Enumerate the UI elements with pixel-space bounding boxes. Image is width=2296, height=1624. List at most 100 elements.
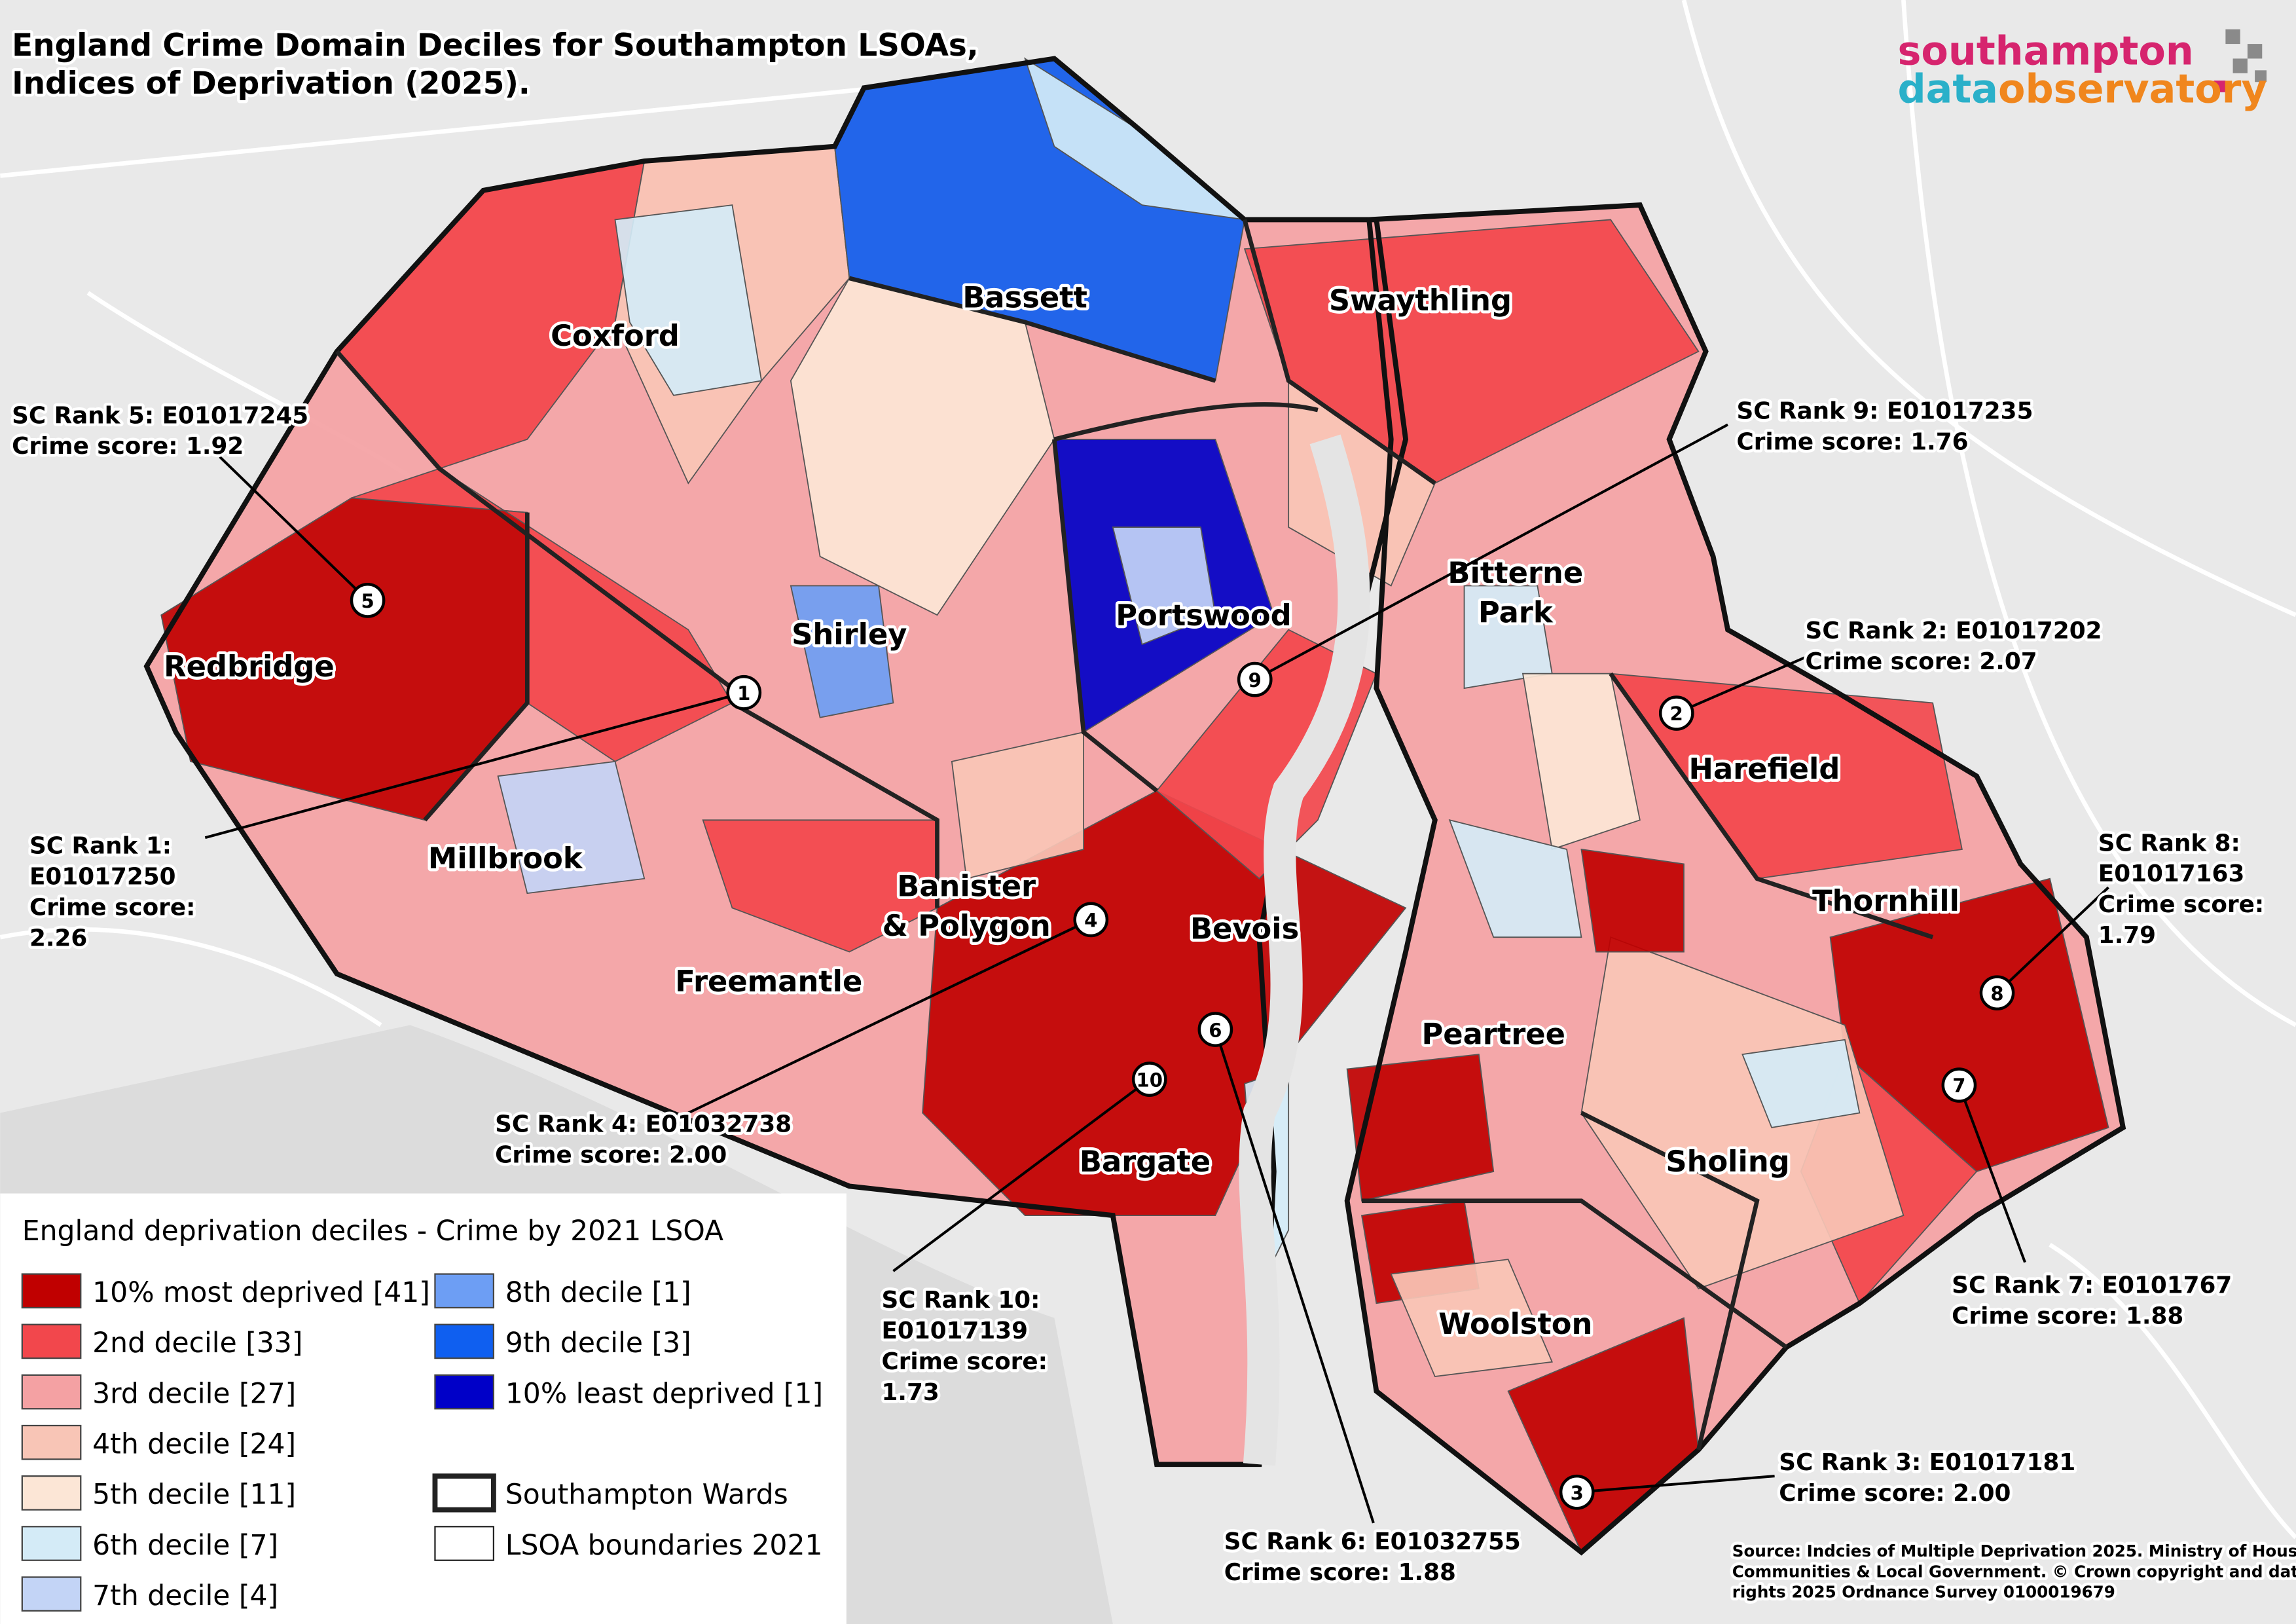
callout-text: SC Rank 3: E01017181 (1779, 1449, 2075, 1476)
ward-label: Bargate (1080, 1144, 1211, 1179)
ward-label: Portswood (1116, 598, 1291, 633)
callout-text: Crime score: 1.88 (1224, 1559, 1456, 1586)
callout-text: E01017250 (29, 864, 176, 891)
callout-text: SC Rank 6: E01032755 (1224, 1528, 1521, 1555)
ward-label: Redbridge (164, 649, 335, 684)
logo-text-part: data (1897, 67, 1998, 113)
logo-text: southampton (1897, 28, 2193, 74)
lsoa-region (1580, 848, 1685, 953)
ward-label: Swaythling (1329, 283, 1512, 318)
lsoa-region (951, 731, 1084, 879)
lsoa-region (1112, 526, 1216, 646)
legend-label: 6th decile [7] (92, 1530, 278, 1562)
legend-swatch (21, 1424, 82, 1460)
leader-line (1576, 1475, 1775, 1494)
rank-marker-label: 3 (1571, 1482, 1584, 1504)
leader-line (204, 691, 744, 840)
callout-text: SC Rank 1: (29, 833, 172, 860)
rank-marker-label: 1 (737, 682, 750, 705)
ward-label: Freemantle (675, 964, 862, 999)
rank-marker (1658, 695, 1694, 731)
leader-line (1214, 1029, 1375, 1524)
ward-label: Shirley (792, 617, 907, 652)
callout-text: SC Rank 7: E0101767 (1952, 1272, 2232, 1299)
callout-text: E01017163 (2098, 860, 2245, 887)
ward-label: Banister (897, 869, 1036, 904)
legend-swatch (21, 1273, 82, 1309)
ward-boundaries (335, 219, 1934, 1450)
callout-text: Crime score: 1.76 (1736, 429, 1968, 456)
source-note: Source: Indcies of Multiple Deprivation … (1732, 1541, 2296, 1560)
rank-marker (1559, 1474, 1595, 1510)
rank-marker (1131, 1061, 1167, 1097)
legend-label: Southampton Wards (505, 1479, 788, 1511)
legend-swatch (21, 1475, 82, 1511)
callout-text: SC Rank 8: (2098, 830, 2240, 857)
rank-marker (1979, 975, 2015, 1011)
ward-label: Millbrook (428, 841, 583, 876)
ward-label: Park (1478, 595, 1554, 629)
legend-swatch (434, 1323, 495, 1359)
callout-text: E01017139 (882, 1318, 1029, 1344)
river-itchen (1239, 434, 1370, 1466)
callout-text: Crime score: 2.00 (1779, 1480, 2011, 1507)
rank-marker-label: 4 (1084, 910, 1097, 932)
ward-label: Peartree (1422, 1016, 1565, 1051)
callout-text: Crime score: 1.88 (1952, 1303, 2183, 1330)
lsoa-region (1024, 57, 1247, 221)
logo-text-part: observatory (1998, 67, 2267, 113)
legend-panel (0, 1193, 847, 1624)
callout-text: Crime score: (29, 895, 195, 921)
ward-label: Bevois (1190, 911, 1299, 946)
source-note: Communities & Local Government. © Crown … (1732, 1562, 2296, 1581)
basemap-roads (0, 0, 2296, 1540)
source-note: rights 2025 Ordnance Survey 0100019679 (1732, 1583, 2115, 1602)
callout-text: 1.79 (2098, 922, 2156, 949)
map-title: Indices of Deprivation (2025). (12, 65, 530, 101)
ward-label: & Polygon (883, 908, 1051, 943)
logo-text: dataobservatory (1897, 67, 2267, 113)
legend-swatch (434, 1374, 495, 1410)
rank-marker-label: 6 (1209, 1019, 1222, 1041)
rank-marker (1941, 1067, 1977, 1103)
lsoa-region (1580, 936, 1904, 1289)
ward-label: Sholing (1666, 1144, 1789, 1179)
leader-line (687, 918, 1092, 1115)
legend-label: 3rd decile [27] (92, 1378, 296, 1410)
ward-label: Bassett (962, 280, 1087, 315)
callout-text: Crime score: (2098, 891, 2264, 918)
legend-swatch (21, 1374, 82, 1410)
leader-line (1675, 654, 1809, 714)
callout-text: SC Rank 2: E01017202 (1806, 618, 2102, 644)
leader-line (219, 456, 369, 602)
legend-swatch (434, 1526, 495, 1561)
legend-swatch (21, 1526, 82, 1561)
legend-swatch (21, 1323, 82, 1359)
lsoa-region (1522, 673, 1641, 851)
callout-text: SC Rank 5: E01017245 (12, 402, 308, 429)
leader-line (1996, 886, 2109, 994)
ward-label: Harefield (1689, 752, 1840, 786)
rank-marker (1073, 902, 1109, 938)
rank-marker-label: 5 (361, 590, 374, 612)
ward-label: Coxford (551, 318, 680, 353)
lsoa-region (1390, 1259, 1553, 1378)
ward-label: Woolston (1438, 1306, 1592, 1341)
legend-label: LSOA boundaries 2021 (505, 1530, 823, 1562)
callout-text: SC Rank 4: E01032738 (495, 1111, 792, 1138)
legend-title: England deprivation deciles - Crime by 2… (22, 1215, 723, 1247)
rank-marker (1197, 1012, 1233, 1047)
lsoa-region (1156, 629, 1377, 879)
rank-marker (350, 583, 386, 618)
lsoa-region (1741, 1039, 1861, 1128)
callout-text: Crime score: 1.92 (12, 433, 244, 460)
lsoa-region (1448, 819, 1582, 938)
ward-label: Thornhill (1812, 883, 1959, 918)
rank-marker (726, 674, 762, 710)
leader-line (1254, 423, 1729, 681)
legend-label: 10% most deprived [41] (92, 1277, 430, 1309)
rank-marker (1237, 661, 1273, 697)
callout-text: Crime score: (882, 1348, 1048, 1375)
